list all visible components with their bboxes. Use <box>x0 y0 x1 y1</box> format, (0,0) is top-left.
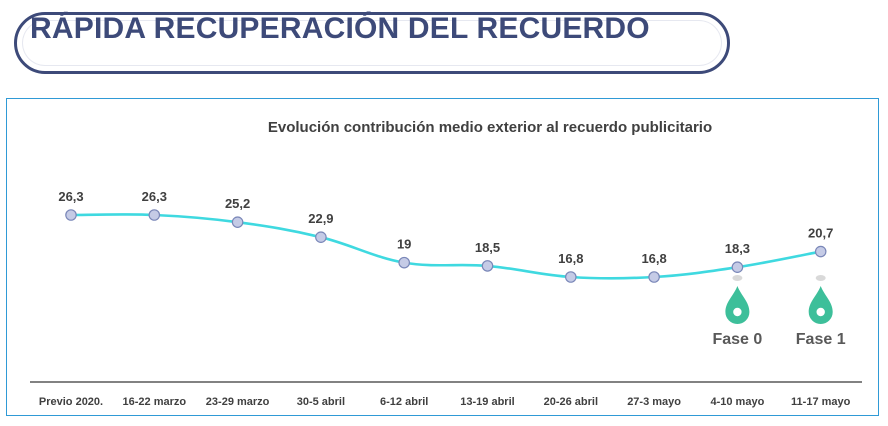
data-label: 18,3 <box>725 241 750 256</box>
x-tick-label: 23-29 marzo <box>206 396 270 408</box>
data-point <box>65 209 77 221</box>
data-label: 22,9 <box>308 211 333 226</box>
label-layer: 26,3 26,3 25,2 22,9 19 18,5 16,8 16,8 18,3 20,7 <box>58 189 833 266</box>
data-point <box>315 231 327 243</box>
x-tick-label: 13-19 abril <box>460 396 514 408</box>
data-point <box>814 245 827 258</box>
tick-layer: Previo 2020. 16-22 marzo 23-29 marzo 30-5 a… <box>39 396 851 408</box>
location-pin-icon <box>808 275 833 324</box>
x-tick-label: 4-10 mayo <box>710 396 764 408</box>
data-point <box>231 216 244 228</box>
x-tick-label: 27-3 mayo <box>627 396 681 408</box>
data-label: 26,3 <box>58 189 83 204</box>
data-label: 16,8 <box>558 251 583 266</box>
annotation-layer: Fase 0 Fase 1 <box>712 275 846 348</box>
page-title: RÁPIDA RECUPERACIÓN DEL RECUERDO <box>30 12 650 45</box>
data-label: 26,3 <box>142 189 167 204</box>
location-pin-icon <box>725 275 750 324</box>
x-tick-label: 16-22 marzo <box>123 396 187 408</box>
x-tick-label: Previo 2020. <box>39 396 103 408</box>
phase-label: Fase 0 <box>712 331 762 348</box>
x-tick-label: 20-26 abril <box>544 396 598 408</box>
data-label: 20,7 <box>808 226 833 241</box>
data-point <box>148 209 161 221</box>
data-point <box>398 256 410 269</box>
x-tick-label: 30-5 abril <box>297 396 345 408</box>
data-label: 18,5 <box>475 240 500 255</box>
data-point <box>731 261 744 274</box>
data-label: 25,2 <box>225 196 250 211</box>
data-label: 19 <box>397 237 411 252</box>
x-tick-label: 11-17 mayo <box>791 396 851 408</box>
data-point <box>648 271 660 283</box>
data-label: 16,8 <box>641 251 666 266</box>
chart-title: Evolución contribución medio exterior al… <box>268 119 712 136</box>
series-layer <box>65 209 827 283</box>
title-banner <box>14 12 730 74</box>
data-point <box>481 260 494 272</box>
x-tick-label: 6-12 abril <box>380 396 428 408</box>
data-point <box>564 271 577 283</box>
chart-frame <box>6 98 879 416</box>
phase-label: Fase 1 <box>796 331 846 348</box>
series-line <box>69 213 822 280</box>
